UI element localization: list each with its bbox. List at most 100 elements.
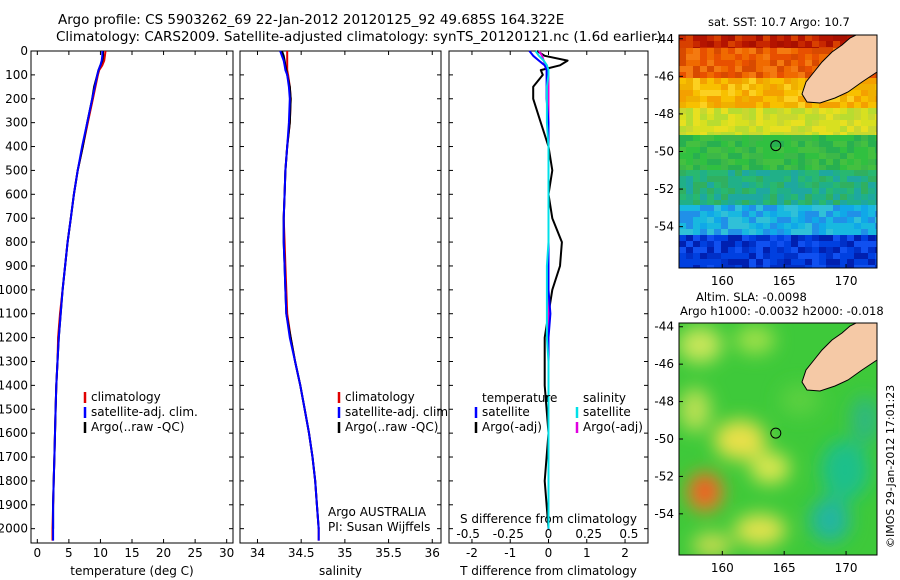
sst-cell <box>798 78 805 84</box>
sst-cell <box>868 182 875 188</box>
sst-cell <box>679 211 686 217</box>
sst-cell <box>693 114 700 120</box>
sst-cell <box>868 135 875 141</box>
sst-cell <box>679 90 686 96</box>
sst-cell <box>868 205 875 211</box>
sst-cell <box>721 102 728 108</box>
sst-cell <box>749 90 756 96</box>
sla-field <box>679 326 877 555</box>
sst-cell <box>812 141 819 147</box>
sst-cell <box>686 90 693 96</box>
sst-cell <box>798 96 805 102</box>
sst-cell <box>791 141 798 147</box>
sst-cell <box>854 200 861 206</box>
sst-cell <box>679 229 686 235</box>
sst-cell <box>714 126 721 132</box>
sst-cell <box>826 114 833 120</box>
sst-cell <box>721 90 728 96</box>
sst-cell <box>686 135 693 141</box>
sst-cell <box>742 200 749 206</box>
sst-cell <box>812 253 819 259</box>
sst-cell <box>735 41 742 47</box>
sst-cell <box>742 247 749 253</box>
sst-cell <box>707 259 714 265</box>
sst-cell <box>756 235 763 241</box>
sst-cell <box>679 253 686 259</box>
sst-cell <box>777 247 784 253</box>
sst-cell <box>840 217 847 223</box>
salinity-axes-frame <box>239 50 442 544</box>
sst-cell <box>812 108 819 114</box>
sst-cell <box>777 54 784 60</box>
sst-cell <box>812 205 819 211</box>
sst-cell <box>770 108 777 114</box>
sst-cell <box>693 35 700 41</box>
sst-cell <box>749 265 756 268</box>
sst-cell <box>707 120 714 126</box>
sst-cell <box>805 48 812 54</box>
sst-cell <box>805 153 812 159</box>
sst-cell <box>728 35 735 41</box>
sst-cell <box>686 229 693 235</box>
sst-cell <box>763 182 770 188</box>
sst-cell <box>714 170 721 176</box>
sst-cell <box>756 135 763 141</box>
sst-cell <box>714 90 721 96</box>
sst-cell <box>784 54 791 60</box>
sst-cell <box>826 229 833 235</box>
sst-cell <box>847 126 854 132</box>
sst-cell <box>749 84 756 90</box>
sst-cell <box>868 200 875 206</box>
sst-cell <box>721 66 728 72</box>
sst-cell <box>861 200 868 206</box>
sst-cell <box>861 194 868 200</box>
sst-cell <box>763 211 770 217</box>
sst-cell <box>714 96 721 102</box>
sst-cell <box>826 135 833 141</box>
argo-position-marker <box>770 140 782 152</box>
sst-cell <box>735 108 742 114</box>
sst-cell <box>749 54 756 60</box>
sst-cell <box>693 159 700 165</box>
sst-cell <box>700 241 707 247</box>
salinity-legend-label: Argo(..raw -QC) <box>345 420 438 434</box>
sst-cell <box>693 153 700 159</box>
sst-cell <box>721 60 728 66</box>
sst-cell <box>763 135 770 141</box>
argo-program-label: Argo AUSTRALIA <box>328 505 427 519</box>
sst-cell <box>833 153 840 159</box>
sst-cell <box>679 235 686 241</box>
sst-cell <box>693 41 700 47</box>
sst-cell <box>763 96 770 102</box>
sst-cell <box>805 141 812 147</box>
sst-cell <box>693 200 700 206</box>
sst-cell <box>812 120 819 126</box>
sst-cell <box>833 147 840 153</box>
sst-cell <box>833 126 840 132</box>
sst-cell <box>749 141 756 147</box>
sst-cell <box>784 141 791 147</box>
sst-cell <box>875 72 877 78</box>
sst-cell <box>791 96 798 102</box>
sst-cell <box>784 35 791 41</box>
sst-cell <box>721 35 728 41</box>
sst-cell <box>721 147 728 153</box>
sst-cell <box>756 241 763 247</box>
sst-cell <box>812 235 819 241</box>
sst-cell <box>798 165 805 171</box>
sst-cell <box>679 60 686 66</box>
sst-cell <box>735 141 742 147</box>
sst-cell <box>840 170 847 176</box>
sst-cell <box>875 205 877 211</box>
sst-cell <box>777 41 784 47</box>
sst-cell <box>812 247 819 253</box>
sst-cell <box>707 188 714 194</box>
sst-cell <box>777 60 784 66</box>
sst-cell <box>777 194 784 200</box>
sst-cell <box>854 182 861 188</box>
sst-cell <box>791 153 798 159</box>
sst-cell <box>812 194 819 200</box>
sst-cell <box>840 120 847 126</box>
sst-cell <box>798 211 805 217</box>
sst-cell <box>847 153 854 159</box>
